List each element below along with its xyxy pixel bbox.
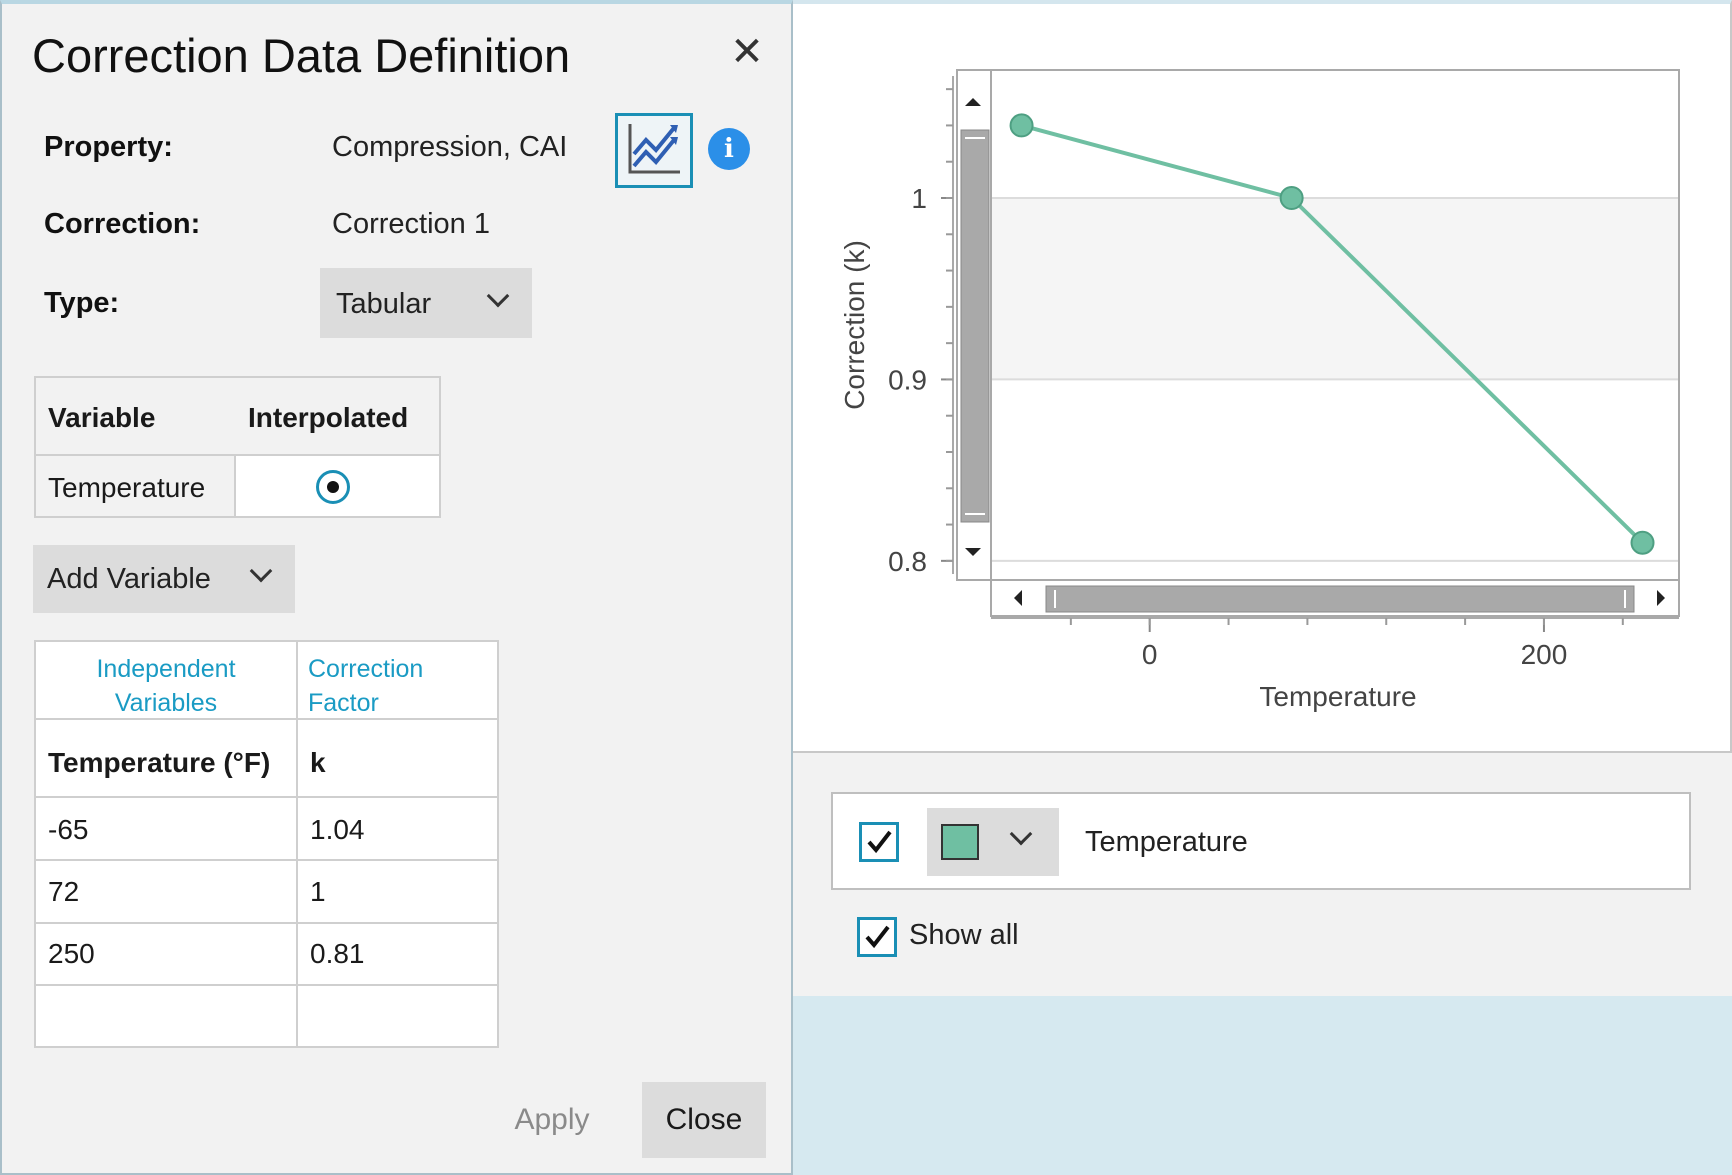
line-chart-icon xyxy=(628,124,680,174)
variables-table: Variable Interpolated Temperature xyxy=(34,376,441,518)
group-header-correction: Correction Factor xyxy=(308,655,424,717)
correction-value: Correction 1 xyxy=(332,208,490,240)
info-icon[interactable]: i xyxy=(708,128,750,170)
y-tick-label: 1 xyxy=(911,183,927,214)
x-tick-label: 0 xyxy=(1142,639,1158,670)
column-header-temperature: Temperature (°F) xyxy=(48,747,271,778)
cell-temperature[interactable]: -65 xyxy=(48,814,89,845)
scroll-right-icon[interactable] xyxy=(1657,590,1665,606)
cell-temperature-empty[interactable] xyxy=(36,986,296,1046)
y-tick-label: 0.9 xyxy=(888,364,927,395)
variable-name: Temperature xyxy=(48,472,206,503)
column-header-variable: Variable xyxy=(48,402,156,433)
scroll-left-icon[interactable] xyxy=(1014,590,1022,606)
interpolated-radio[interactable] xyxy=(316,470,350,504)
x-tick-label: 200 xyxy=(1521,639,1568,670)
column-header-interpolated: Interpolated xyxy=(248,402,409,433)
data-point[interactable] xyxy=(1279,186,1304,210)
y-tick-label: 0.8 xyxy=(888,546,927,577)
grid-band xyxy=(992,198,1678,380)
series-visible-checkbox[interactable] xyxy=(859,822,899,862)
type-dropdown[interactable]: Tabular xyxy=(320,268,532,338)
show-all-label: Show all xyxy=(909,919,1019,951)
data-point[interactable] xyxy=(1009,113,1034,138)
cell-k[interactable]: 1 xyxy=(310,876,326,907)
variables-table-header xyxy=(36,378,439,454)
cell-k[interactable]: 0.81 xyxy=(310,938,365,969)
cell-k[interactable]: 1.04 xyxy=(310,814,365,845)
checkmark-icon xyxy=(865,925,890,949)
apply-button[interactable]: Apply xyxy=(514,1103,590,1136)
scroll-up-icon[interactable] xyxy=(965,98,981,106)
table-row xyxy=(36,456,234,516)
dialog-title: Correction Data Definition xyxy=(32,29,571,82)
property-label: Property: xyxy=(44,131,173,163)
color-swatch xyxy=(941,824,979,860)
correction-data-table: Independent Variables Correction Factor … xyxy=(34,640,499,1048)
x-axis-title: Temperature xyxy=(1259,681,1416,712)
cell-temperature[interactable]: 72 xyxy=(48,876,80,907)
close-icon[interactable]: ✕ xyxy=(730,30,764,74)
series-color-dropdown[interactable] xyxy=(927,808,1059,876)
y-axis-title: Correction (k) xyxy=(839,240,870,410)
correction-label: Correction: xyxy=(44,208,201,240)
checkmark-icon xyxy=(867,830,892,854)
legend-item: Temperature xyxy=(831,792,1691,890)
type-label: Type: xyxy=(44,287,120,319)
show-all-checkbox[interactable] xyxy=(857,917,897,957)
close-button[interactable]: Close xyxy=(642,1082,766,1158)
data-point[interactable] xyxy=(1630,530,1655,555)
vertical-scroll-thumb[interactable] xyxy=(960,129,990,523)
horizontal-scroll-thumb[interactable] xyxy=(1045,585,1635,613)
scroll-down-icon[interactable] xyxy=(965,548,981,556)
legend-series-label: Temperature xyxy=(1085,826,1248,858)
chart-toggle-button[interactable] xyxy=(615,113,693,188)
add-variable-dropdown[interactable]: Add Variable xyxy=(33,545,295,613)
chart-panel: 0.8 0.9 1 0 200 Temperature Correction (k) xyxy=(793,0,1732,753)
correction-dialog: Correction Data Definition ✕ Property: C… xyxy=(0,0,793,1175)
property-value: Compression, CAI xyxy=(332,131,568,163)
add-variable-label: Add Variable xyxy=(47,563,211,595)
group-header-independent: Independent Variables xyxy=(96,655,236,717)
type-dropdown-value: Tabular xyxy=(336,288,432,320)
correction-chart: 0.8 0.9 1 0 200 Temperature Correction (k) xyxy=(839,69,1680,712)
column-header-k: k xyxy=(310,747,326,778)
chevron-down-icon xyxy=(1009,822,1033,846)
chevron-down-icon xyxy=(249,559,273,583)
cell-temperature[interactable]: 250 xyxy=(48,938,95,969)
chevron-down-icon xyxy=(486,284,510,308)
cell-k-empty[interactable] xyxy=(298,986,497,1046)
